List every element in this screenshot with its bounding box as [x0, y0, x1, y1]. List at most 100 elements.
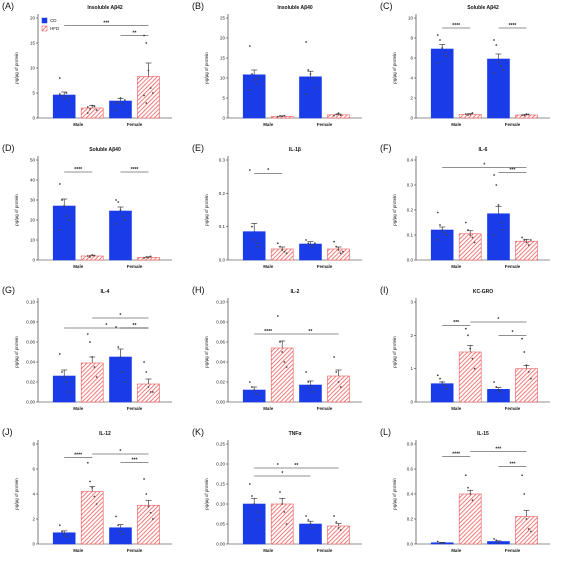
- data-point: [93, 105, 96, 108]
- bar-cd-male: [430, 383, 454, 403]
- data-point: [115, 101, 117, 104]
- y-tick-label: 40: [30, 178, 36, 183]
- data-point: [67, 391, 70, 393]
- bar-cd-female: [299, 243, 322, 261]
- data-point: [445, 55, 448, 57]
- data-point: [117, 102, 120, 104]
- data-point: [467, 486, 469, 489]
- data-point: [86, 255, 89, 257]
- data-point: [311, 245, 314, 248]
- data-point: [339, 529, 342, 531]
- chart-panel: (F) IL-6 0.0 0.1 0.2 0.3 0.4 pg/µg of protein Ma…: [380, 143, 550, 269]
- data-point: [499, 65, 502, 67]
- data-point: [145, 493, 148, 495]
- data-point: [115, 515, 117, 518]
- bar-hfd-male: [80, 362, 104, 403]
- data-point: [471, 236, 474, 239]
- chart-title: IL-1β: [289, 147, 301, 153]
- y-tick-label: 0: [410, 400, 413, 405]
- bar-hfd-male: [80, 107, 104, 119]
- data-point: [121, 215, 124, 217]
- data-point: [499, 391, 502, 393]
- y-tick-label: 0.4: [407, 492, 414, 497]
- bar-cd-female: [487, 58, 510, 119]
- y-tick-label: 0.2: [407, 517, 414, 522]
- data-point: [341, 250, 344, 253]
- data-point: [91, 486, 94, 489]
- data-point: [89, 108, 91, 110]
- data-point: [117, 346, 120, 348]
- bar-hfd-male: [270, 503, 294, 545]
- data-point: [309, 386, 312, 388]
- data-point: [523, 239, 526, 241]
- data-point: [121, 533, 124, 535]
- significance-label: *: [497, 317, 499, 323]
- data-point: [149, 511, 152, 514]
- data-point: [436, 62, 439, 64]
- bar-cd-female: [299, 523, 322, 545]
- bar-cd-male: [430, 48, 454, 119]
- data-point: [471, 357, 474, 360]
- y-axis-label: pg/µg of protein: [204, 336, 209, 368]
- data-point: [65, 535, 68, 538]
- significance-label: ****: [74, 453, 82, 459]
- data-point: [255, 242, 258, 245]
- bar-hfd-male: [80, 491, 104, 545]
- data-point: [337, 381, 340, 383]
- y-tick-label: 8: [32, 442, 35, 447]
- y-tick-label: 3: [410, 300, 413, 305]
- data-point: [123, 99, 126, 101]
- data-point: [115, 326, 117, 328]
- data-point: [93, 366, 96, 368]
- data-point: [464, 474, 467, 477]
- x-category-label: Male: [263, 406, 274, 411]
- bar-cd-female: [109, 356, 132, 403]
- data-point: [499, 221, 502, 224]
- bar-cd-male: [242, 231, 266, 261]
- data-point: [86, 106, 89, 108]
- y-tick-label: 25: [220, 16, 226, 21]
- data-point: [251, 225, 253, 228]
- x-category-label: Female: [127, 548, 143, 553]
- significance-label: **: [133, 30, 137, 36]
- panel-letter: (D): [2, 143, 15, 153]
- y-tick-label: 0.2: [407, 208, 414, 213]
- bar-hfd-male: [270, 347, 294, 403]
- x-category-label: Male: [263, 122, 274, 127]
- data-point: [493, 381, 495, 383]
- data-point: [525, 364, 528, 367]
- y-axis-label: pg/µg of protein: [14, 336, 19, 368]
- bar-cd-male: [242, 503, 266, 545]
- data-point: [117, 201, 120, 203]
- y-tick-label: 0.00: [26, 400, 35, 405]
- data-point: [441, 47, 444, 49]
- data-point: [257, 77, 260, 79]
- bar-cd-male: [242, 389, 266, 403]
- panel-letter: (A): [2, 1, 14, 11]
- data-point: [119, 530, 122, 533]
- legend-label: HFD: [50, 26, 60, 31]
- data-point: [501, 69, 504, 71]
- data-point: [151, 518, 154, 520]
- panel-letter: (F): [380, 143, 392, 153]
- bar-hfd-female: [515, 114, 538, 119]
- panel-letter: (G): [2, 285, 15, 295]
- significance-label: *: [281, 471, 283, 477]
- data-point: [283, 114, 286, 117]
- data-point: [441, 229, 444, 231]
- data-point: [493, 174, 495, 176]
- data-point: [441, 381, 444, 383]
- data-point: [307, 242, 310, 245]
- data-point: [121, 103, 124, 105]
- x-category-label: Male: [451, 548, 462, 553]
- y-tick-label: 0: [32, 542, 35, 547]
- data-point: [121, 371, 124, 373]
- data-point: [469, 493, 472, 495]
- chart-panel: (I) KC-GRO 0 1 2 3 pg/µg of protein Male Female *…: [380, 285, 550, 411]
- significance-label: *: [512, 330, 514, 336]
- data-point: [443, 52, 446, 54]
- panel-letter: (C): [380, 1, 393, 11]
- data-point: [61, 530, 63, 533]
- y-tick-label: 10: [220, 76, 226, 81]
- data-point: [86, 112, 89, 114]
